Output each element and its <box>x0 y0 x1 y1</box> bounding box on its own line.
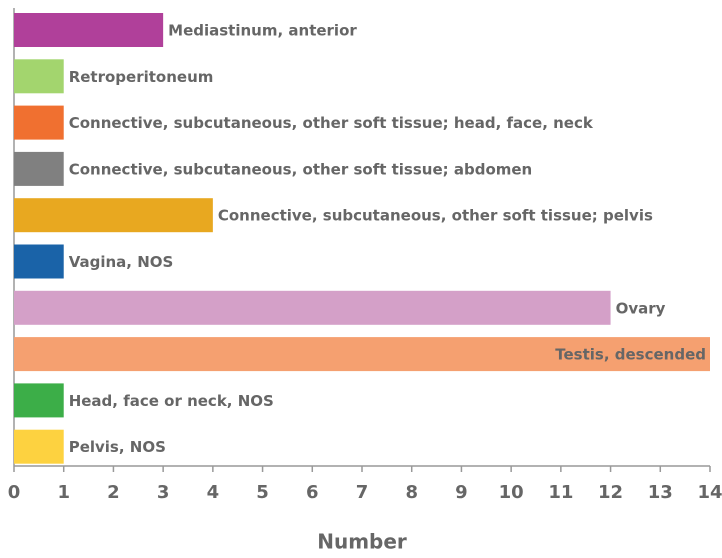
x-tick-label: 10 <box>499 482 524 503</box>
bar-label: Connective, subcutaneous, other soft tis… <box>218 207 653 225</box>
bar-label: Connective, subcutaneous, other soft tis… <box>69 160 533 178</box>
bar-label: Connective, subcutaneous, other soft tis… <box>69 114 594 132</box>
bar-label: Ovary <box>616 299 666 317</box>
bar <box>14 198 213 233</box>
bar <box>14 383 64 418</box>
bar <box>14 13 164 47</box>
x-tick-label: 3 <box>157 482 170 503</box>
x-tick-label: 7 <box>356 482 369 503</box>
x-tick-label: 11 <box>548 482 573 503</box>
bar-label: Testis, descended <box>555 346 706 364</box>
bar <box>14 290 611 325</box>
x-tick-label: 4 <box>207 482 220 503</box>
bar <box>14 429 64 464</box>
bar <box>14 59 64 94</box>
x-tick-label: 9 <box>455 482 468 503</box>
bar-label: Mediastinum, anterior <box>168 22 357 40</box>
bar-label: Head, face or neck, NOS <box>69 392 274 410</box>
bar <box>14 244 64 279</box>
bar <box>14 337 710 372</box>
x-tick-label: 1 <box>57 482 70 503</box>
x-tick-label: 6 <box>306 482 319 503</box>
x-tick-label: 8 <box>405 482 418 503</box>
bar <box>14 105 64 140</box>
bar-label: Retroperitoneum <box>69 68 214 86</box>
x-tick-label: 5 <box>256 482 269 503</box>
x-tick-label: 13 <box>648 482 673 503</box>
x-tick-label: 14 <box>697 482 722 503</box>
bar-label: Pelvis, NOS <box>69 438 166 456</box>
x-tick-label: 0 <box>8 482 21 503</box>
bar <box>14 151 64 186</box>
x-tick-label: 12 <box>598 482 623 503</box>
x-tick-label: 2 <box>107 482 120 503</box>
bar-label: Vagina, NOS <box>69 253 174 271</box>
x-axis-title: Number <box>317 530 407 554</box>
